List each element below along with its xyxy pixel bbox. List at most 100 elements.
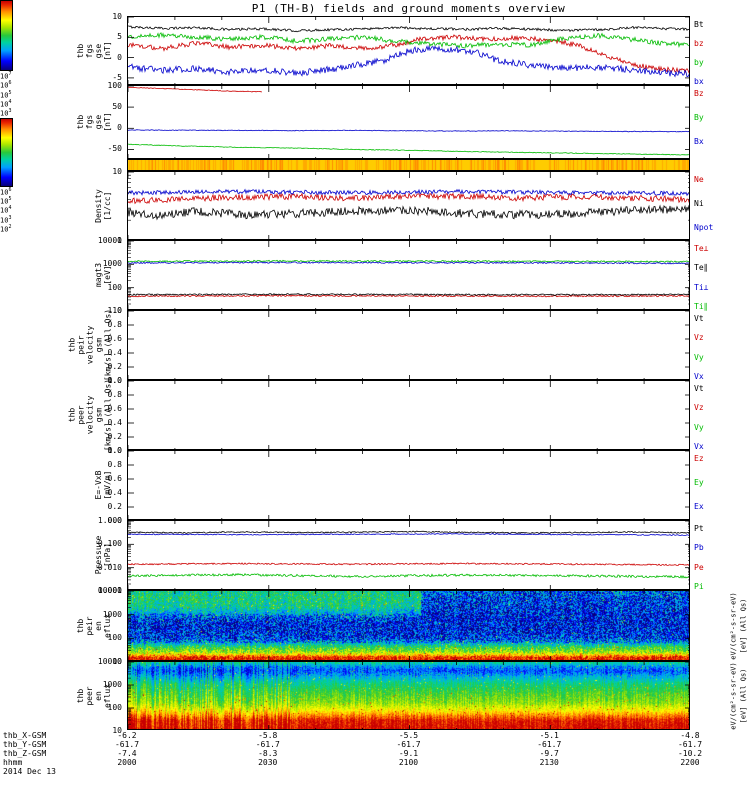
y-tick-label: 0.4 xyxy=(107,488,122,497)
y-tick-label: 1 xyxy=(117,236,122,245)
colorbar-tick-label: 104 xyxy=(0,98,12,109)
panel-label-fgs-gse-full-text: thb fgs gse [nT] xyxy=(76,112,112,132)
panel-label-density-text: Density [1/cc] xyxy=(94,188,112,223)
panel-status-bar xyxy=(127,159,690,171)
panel-svg-pressure xyxy=(128,521,689,589)
panel-fgs-gse-detail xyxy=(127,16,690,85)
y-tick-label: 0.6 xyxy=(107,404,122,413)
series-label-Pt: Pt xyxy=(694,524,704,533)
trace-Bx xyxy=(128,129,689,133)
axis-row-label-hhmm: hhmm xyxy=(3,758,23,767)
panel-peer-spectrogram xyxy=(127,661,690,730)
series-label-Vx: Vx xyxy=(694,442,704,451)
y-tick-label: 100 xyxy=(107,81,122,90)
panel-fgs-gse-full xyxy=(127,85,690,159)
y-tick-label: 0.0 xyxy=(107,376,122,385)
axis-row-value: 2000 xyxy=(117,758,137,767)
status-bar-canvas xyxy=(128,160,689,170)
panel-svg-peer-velocity xyxy=(128,381,689,449)
trace-Pt xyxy=(128,530,689,534)
axis-row-value: 2200 xyxy=(680,758,700,767)
axis-row-value: -9.7 xyxy=(539,749,559,758)
colorbar-tick-label: 106 xyxy=(0,186,12,196)
y-tick-label: 10000 xyxy=(97,586,122,595)
series-label-Vt: Vt xyxy=(694,314,704,323)
y-tick-label: 0.6 xyxy=(107,474,122,483)
series-label-By: By xyxy=(694,113,704,122)
colorbar-unit-peir-spectrogram-text: eV/(cm²-s-sr-eV) xyxy=(729,591,738,660)
axis-row-value: -61.7 xyxy=(255,740,280,749)
y-tick-label: 10 xyxy=(112,657,122,666)
axis-row-value: -4.8 xyxy=(680,731,700,740)
y-tick-label: 100 xyxy=(107,703,122,712)
y-tick-label: 100 xyxy=(107,633,122,643)
trace-Ni xyxy=(128,204,689,221)
trace-Npot xyxy=(128,188,689,197)
axis-row-value: -5.8 xyxy=(258,731,278,740)
y-tick-label: 10000 xyxy=(97,236,122,245)
panel-label-peer-velocity-text: thb peer velocity gsm [km/s] (All Qs) xyxy=(67,378,112,452)
series-label-Pe: Pe xyxy=(694,562,704,572)
y-tick-label: 0.0 xyxy=(107,516,122,525)
y-tick-label: 10 xyxy=(112,12,122,21)
trace-bz xyxy=(128,34,689,74)
colorbar-tick-label: 102 xyxy=(0,223,12,234)
colorbar-tick-label: 105 xyxy=(0,89,12,99)
y-tick-label: -5 xyxy=(112,72,122,82)
y-tick-label: 0 xyxy=(117,52,122,62)
colorbar-tick-label: 103 xyxy=(0,108,12,118)
axis-row-value: -7.4 xyxy=(117,749,137,758)
panel-peer-velocity xyxy=(127,380,690,450)
axis-row-value: -5.5 xyxy=(398,731,419,740)
trace-By xyxy=(128,143,689,156)
panel-svg-magt3 xyxy=(128,241,689,309)
series-label-Ex: Ex xyxy=(694,502,704,511)
panel-peir-spectrogram xyxy=(127,590,690,661)
colorbar-tick-label: 105 xyxy=(0,195,12,206)
y-tick-label: 10 xyxy=(112,306,122,315)
y-tick-label: 1.0 xyxy=(107,446,122,455)
axis-row-value: -10.2 xyxy=(677,749,703,758)
panel-label-e-vxb-text: E=-VxB [mV/m] xyxy=(94,470,112,500)
panel-svg-e-vxb xyxy=(128,451,689,519)
trace-Pi xyxy=(128,572,689,579)
axis-row-label-thb_Y-GSM: thb_Y-GSM xyxy=(3,740,47,749)
series-label-Ey: Ey xyxy=(694,478,704,487)
trace-Bz xyxy=(128,86,263,93)
panel-e-vxb xyxy=(127,450,690,520)
axis-row-value: -61.7 xyxy=(114,740,140,749)
panel-svg-density xyxy=(128,172,689,239)
series-label-by: by xyxy=(694,58,704,67)
panel-label-peir-spectrogram-text: thb peir en eflux xyxy=(76,613,112,638)
y-tick-label: 0.6 xyxy=(107,334,122,343)
trace-Ne xyxy=(128,192,689,205)
series-label-Vz: Vz xyxy=(694,333,704,343)
series-label-Vy: Vy xyxy=(694,352,704,362)
panel-density xyxy=(127,171,690,240)
panel-svg-fgs-gse-detail xyxy=(128,17,689,84)
y-tick-label: 0.001 xyxy=(97,586,122,595)
axis-row-value: 2100 xyxy=(398,758,419,767)
trace-bx xyxy=(128,44,689,78)
y-tick-label: 1.0 xyxy=(107,376,122,385)
trace-Te∥ xyxy=(128,293,689,296)
panel-label-peer-spectrogram-text: thb peer en eflux xyxy=(76,683,112,708)
series-label-Te∥: Te∥ xyxy=(694,263,708,273)
panel-peir-velocity xyxy=(127,310,690,380)
axis-row-value: -6.2 xyxy=(117,731,137,740)
axis-ticks xyxy=(128,591,689,660)
colorbar-peer-spectrogram xyxy=(0,117,13,187)
colorbar-tick-label: 107 xyxy=(0,71,12,81)
y-tick-label: 1000 xyxy=(102,259,122,269)
y-tick-label: 0.0 xyxy=(107,446,122,455)
colorbar-unit-peer-spectrogram-text: eV/(cm²-s-sr-eV) xyxy=(729,661,738,730)
colorbar-sublabel-peer-spectrogram-text: [eV] (All Qs) xyxy=(739,668,748,723)
axis-row-label-thb_Z-GSM: thb_Z-GSM xyxy=(3,749,47,758)
y-tick-label: 0.8 xyxy=(107,320,122,329)
series-label-Vt: Vt xyxy=(694,384,704,393)
colorbar-tick-label: 103 xyxy=(0,214,12,224)
trace-Ti∥ xyxy=(128,259,689,263)
spectrogram-peer-spectrogram xyxy=(128,662,689,729)
panel-label-pressure-text: Pressure [nPa] xyxy=(94,535,112,575)
